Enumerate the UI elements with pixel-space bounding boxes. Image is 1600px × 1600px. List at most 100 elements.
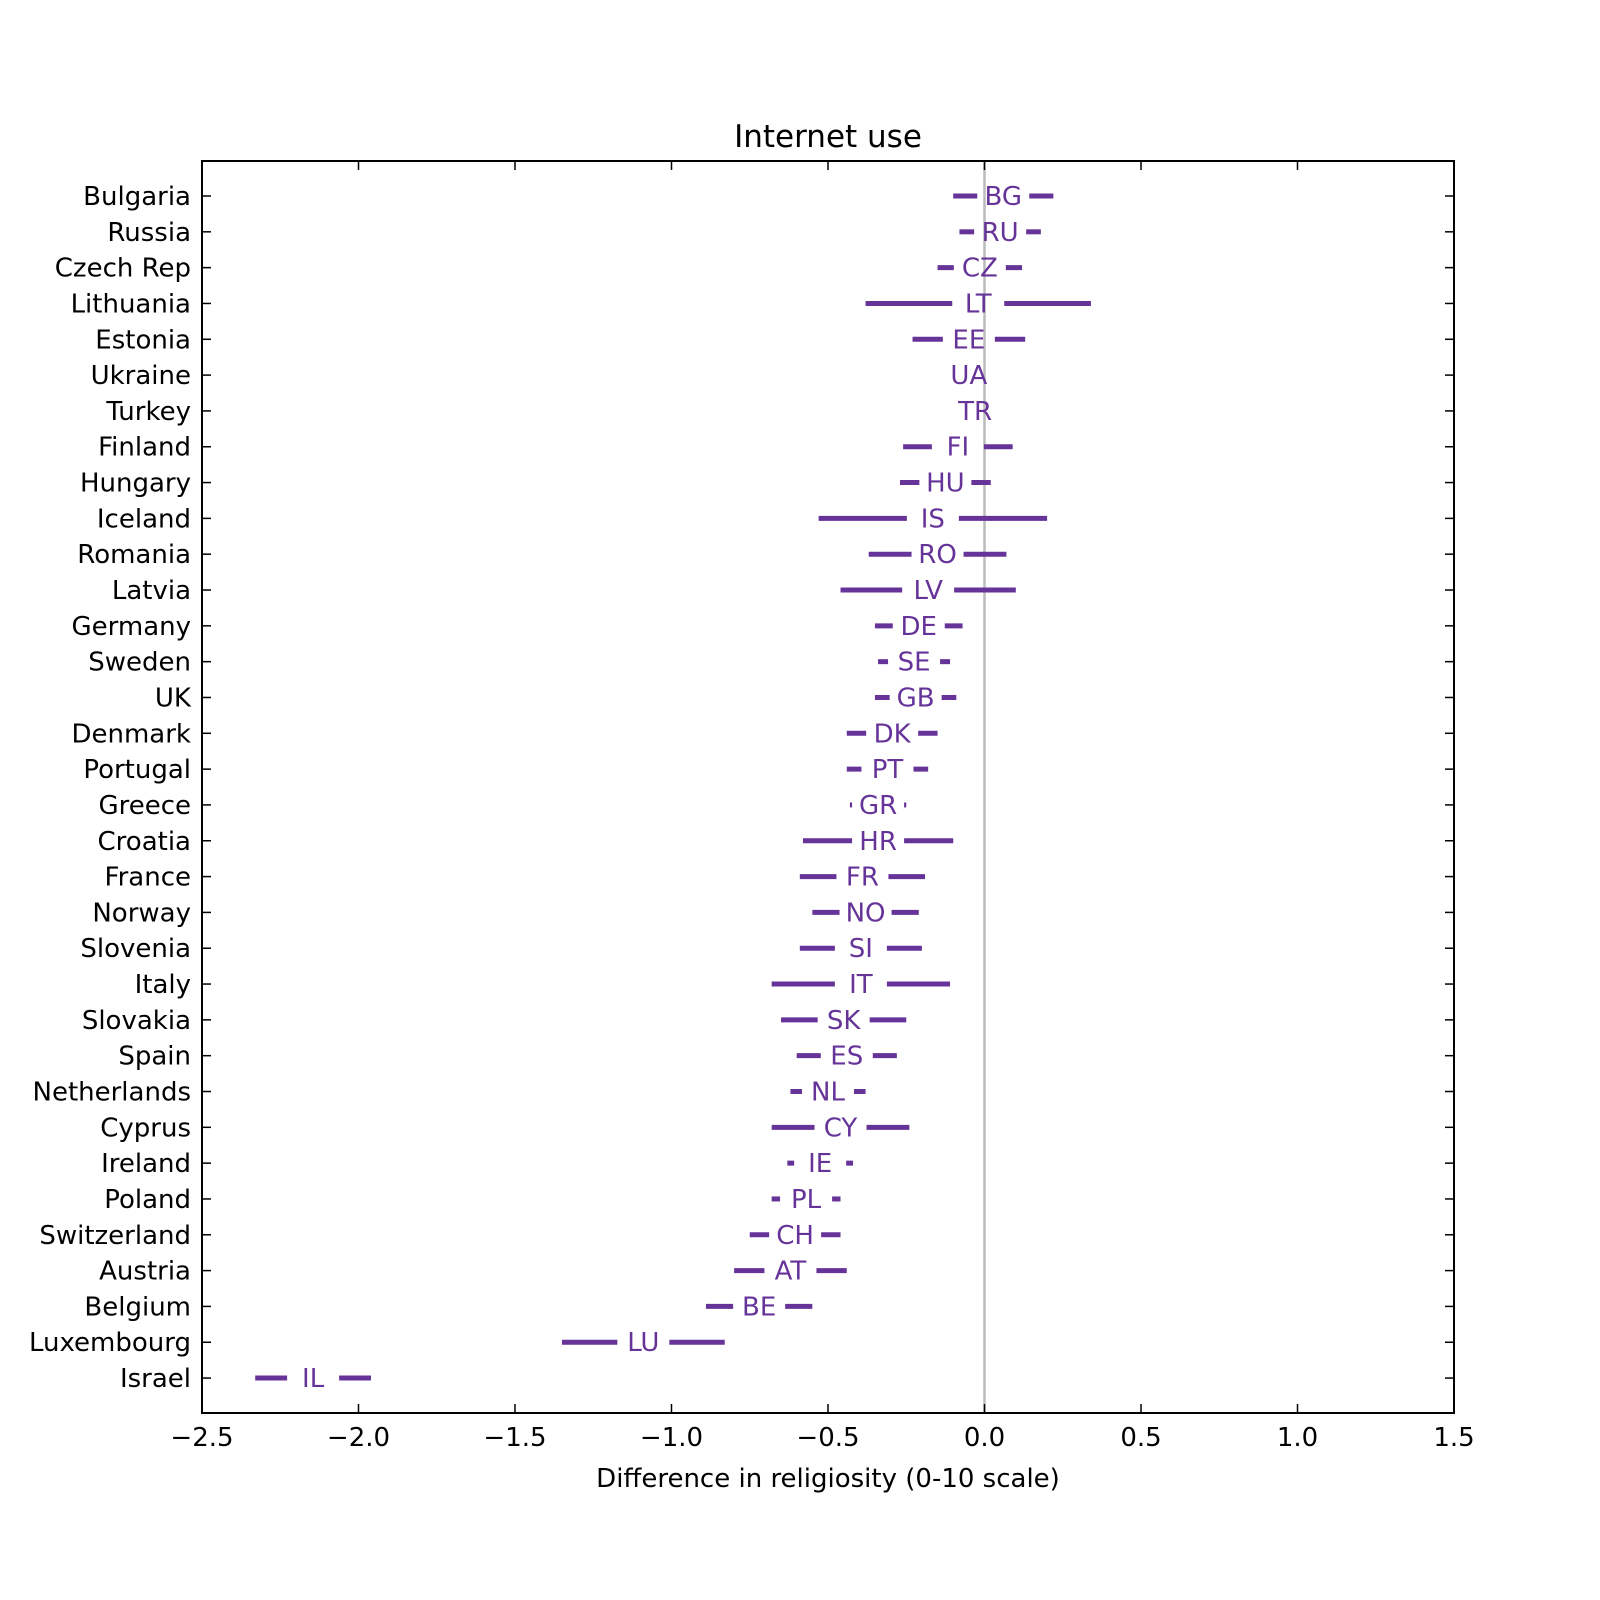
x-tick-label: 0.5: [1120, 1423, 1161, 1453]
interval-tr: TR: [957, 397, 992, 427]
country-code-label: TR: [957, 397, 992, 427]
interval-gr: GR: [849, 791, 907, 821]
country-code-label: AT: [775, 1257, 807, 1287]
x-tick-label: −0.5: [796, 1423, 859, 1453]
interval-ru: RU: [959, 218, 1041, 248]
country-code-label: EE: [952, 325, 985, 355]
country-code-label: PL: [791, 1185, 822, 1215]
interval-lt: LT: [865, 289, 1091, 319]
interval-bars-layer: BG RU CZ LT EE UA TR FI HU IS RO LV DE SE GB DK PT GR HR FR…: [255, 182, 1091, 1394]
country-code-label: HU: [926, 469, 965, 499]
country-code-label: UA: [950, 361, 987, 391]
interval-gb: GB: [874, 683, 957, 713]
interval-fr: FR: [799, 863, 926, 893]
interval-ro: RO: [868, 540, 1007, 570]
country-label: Netherlands: [33, 1078, 192, 1108]
country-code-label: CY: [824, 1113, 858, 1143]
interval-lv: LV: [840, 576, 1016, 606]
interval-be: BE: [705, 1292, 813, 1322]
x-tick-label: −1.5: [483, 1423, 546, 1453]
country-label: Latvia: [112, 576, 191, 606]
country-code-label: GB: [897, 683, 935, 713]
country-label: Turkey: [105, 397, 191, 427]
country-label: Portugal: [83, 755, 191, 785]
interval-cz: CZ: [937, 254, 1023, 284]
country-code-label: CZ: [962, 254, 998, 284]
axis-ticks-layer: [201, 161, 1455, 1413]
country-code-label: NO: [846, 898, 886, 928]
interval-no: NO: [812, 898, 919, 928]
x-tick-label: −1.0: [640, 1423, 703, 1453]
interval-it: IT: [771, 970, 951, 1000]
plot-frame: [201, 160, 1455, 1414]
country-label: Denmark: [71, 719, 191, 749]
country-label: Slovenia: [80, 934, 191, 964]
country-label: Slovakia: [82, 1006, 191, 1036]
country-label: Austria: [99, 1257, 191, 1287]
interval-hu: HU: [899, 469, 991, 499]
interval-lu: LU: [561, 1328, 725, 1358]
country-label: Hungary: [80, 469, 191, 499]
country-code-label: LT: [965, 289, 992, 319]
interval-pt: PT: [846, 755, 929, 785]
x-tick-label: −2.5: [170, 1423, 233, 1453]
interval-ie: IE: [787, 1149, 854, 1179]
interval-ee: EE: [912, 325, 1026, 355]
country-code-label: FR: [846, 863, 879, 893]
country-label: Croatia: [98, 827, 191, 857]
interval-se: SE: [878, 648, 951, 678]
country-code-label: IT: [849, 970, 873, 1000]
country-code-label: IS: [921, 504, 945, 534]
interval-es: ES: [796, 1042, 897, 1072]
country-code-label: BG: [985, 182, 1023, 212]
country-label: Romania: [77, 540, 191, 570]
country-code-label: NL: [811, 1078, 845, 1108]
country-label: Poland: [104, 1185, 191, 1215]
country-label: Norway: [92, 898, 191, 928]
country-label: Spain: [118, 1042, 191, 1072]
interval-dk: DK: [846, 719, 938, 749]
country-code-label: DK: [874, 719, 912, 749]
country-label: Estonia: [95, 325, 191, 355]
country-code-label: LU: [627, 1328, 659, 1358]
country-label: Germany: [71, 612, 191, 642]
country-label: Sweden: [88, 648, 191, 678]
interval-ch: CH: [749, 1221, 841, 1251]
country-code-label: GR: [859, 791, 897, 821]
country-label: France: [105, 863, 191, 893]
interval-bg: BG: [953, 182, 1054, 212]
country-code-label: HR: [859, 827, 897, 857]
country-label: Finland: [98, 433, 191, 463]
country-label: Ukraine: [91, 361, 191, 391]
interval-at: AT: [734, 1257, 847, 1287]
country-label: Ireland: [101, 1149, 191, 1179]
country-code-label: BE: [742, 1292, 776, 1322]
interval-sk: SK: [781, 1006, 907, 1036]
interval-il: IL: [255, 1364, 372, 1394]
interval-ua: UA: [950, 361, 987, 391]
country-code-label: DE: [901, 612, 937, 642]
country-labels-layer: Bulgaria Russia Czech Rep Lithuania Estonia U…: [29, 182, 192, 1394]
country-label: Czech Rep: [55, 254, 191, 284]
x-axis-label: Difference in religiosity (0-10 scale): [596, 1464, 1060, 1494]
interval-cy: CY: [771, 1113, 910, 1143]
country-label: Israel: [120, 1364, 191, 1394]
country-code-label: SI: [849, 934, 873, 964]
country-code-label: RO: [918, 540, 957, 570]
country-code-label: SK: [827, 1006, 862, 1036]
chart-title: Internet use: [734, 119, 922, 155]
interval-hr: HR: [802, 827, 954, 857]
country-code-label: ES: [830, 1042, 863, 1072]
interval-nl: NL: [790, 1078, 866, 1108]
country-label: Switzerland: [39, 1221, 191, 1251]
x-tick-label: −2.0: [327, 1423, 390, 1453]
country-label: Bulgaria: [83, 182, 191, 212]
country-code-label: PT: [872, 755, 904, 785]
country-label: Luxembourg: [29, 1328, 191, 1358]
country-label: Lithuania: [71, 289, 191, 319]
interval-pl: PL: [771, 1185, 841, 1215]
country-label: Belgium: [84, 1292, 191, 1322]
country-code-label: IL: [302, 1364, 325, 1394]
interval-si: SI: [799, 934, 922, 964]
